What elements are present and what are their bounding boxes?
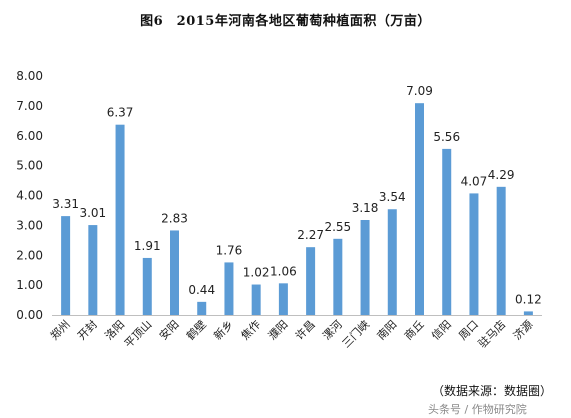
bar xyxy=(142,257,152,315)
data-label: 1.02 xyxy=(243,266,270,280)
x-tick-label: 安阳 xyxy=(156,317,181,342)
data-label: 2.27 xyxy=(297,228,324,242)
data-label: 4.29 xyxy=(488,168,515,182)
data-label: 1.91 xyxy=(134,239,161,253)
data-label: 7.09 xyxy=(406,84,433,98)
bar xyxy=(496,186,506,315)
bars xyxy=(61,103,533,315)
x-tick-label: 商丘 xyxy=(401,317,426,342)
data-label: 6.37 xyxy=(107,106,134,120)
data-label: 1.06 xyxy=(270,264,297,278)
x-tick-label: 开封 xyxy=(74,317,99,342)
bar xyxy=(360,219,370,315)
bar xyxy=(523,311,533,315)
x-tick-label: 三门峡 xyxy=(339,317,372,350)
bar xyxy=(88,225,98,315)
bar xyxy=(197,301,207,315)
x-tick-label: 新乡 xyxy=(211,317,236,342)
data-label: 3.18 xyxy=(352,201,379,215)
data-labels: 3.313.01 6.37 1.912.83 0.44 1.761.02 1.06 2.27… xyxy=(52,84,541,306)
source-note: （数据来源：数据圈） xyxy=(432,384,553,398)
x-tick-label: 信阳 xyxy=(429,318,454,343)
y-tick-label: 7.00 xyxy=(16,99,43,113)
data-label: 3.01 xyxy=(79,206,106,220)
data-label: 3.31 xyxy=(52,197,79,211)
y-tick-label: 5.00 xyxy=(16,159,43,173)
x-tick-label: 南阳 xyxy=(375,318,400,343)
bar xyxy=(251,284,261,315)
x-tick-label: 郑州 xyxy=(47,317,72,342)
bar xyxy=(387,209,397,315)
data-label: 2.83 xyxy=(161,211,188,225)
data-label: 4.07 xyxy=(461,174,488,188)
y-tick-label: 1.00 xyxy=(16,278,43,292)
bar xyxy=(306,247,316,315)
bar xyxy=(469,193,479,315)
y-tick-label: 2.00 xyxy=(16,248,43,262)
bar xyxy=(224,262,234,315)
data-label: 3.54 xyxy=(379,190,406,204)
y-tick-label: 8.00 xyxy=(16,69,43,83)
bar xyxy=(115,124,125,315)
data-label: 1.76 xyxy=(216,243,243,257)
watermark: 头条号 / 作物研究院 xyxy=(428,403,527,416)
bar xyxy=(442,148,452,315)
data-label: 0.44 xyxy=(188,283,215,297)
data-label: 0.12 xyxy=(515,292,542,306)
y-tick-label: 0.00 xyxy=(16,308,43,322)
x-tick-label: 焦作 xyxy=(239,318,264,343)
bar xyxy=(170,230,179,315)
y-tick-label: 6.00 xyxy=(16,129,43,143)
bar xyxy=(333,238,343,315)
x-tick-label: 许昌 xyxy=(293,318,318,343)
bar xyxy=(415,103,424,315)
x-tick-label: 鹤壁 xyxy=(183,317,208,342)
x-tick-label: 驻马店 xyxy=(475,317,508,350)
x-tick-label: 濮阳 xyxy=(265,317,290,342)
y-tick-label: 3.00 xyxy=(16,218,43,232)
data-label: 5.56 xyxy=(433,130,460,144)
bar xyxy=(61,216,71,315)
chart-title: 图6 2015年河南各地区葡萄种植面积（万亩） xyxy=(140,14,431,29)
bar xyxy=(278,283,288,315)
x-tick-label: 平顶山 xyxy=(122,318,155,351)
y-tick-label: 4.00 xyxy=(16,189,43,203)
x-tick-label: 济源 xyxy=(510,317,535,342)
data-label: 2.55 xyxy=(324,220,351,234)
y-axis: 0.00 1.00 2.00 3.00 4.00 5.00 6.00 7.00 8.00 xyxy=(16,69,43,322)
